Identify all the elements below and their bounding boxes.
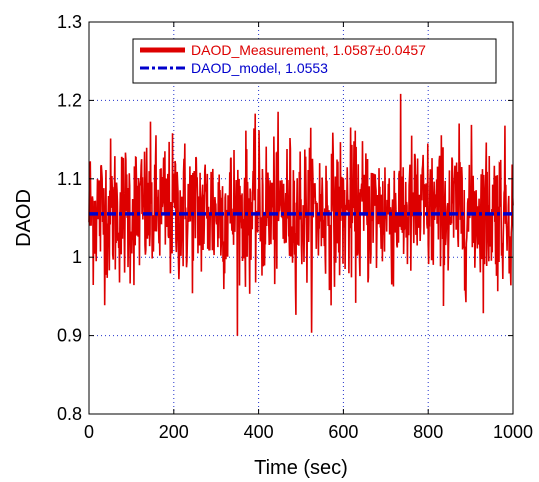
- x-tick-label: 600: [328, 422, 358, 442]
- legend: DAOD_Measurement, 1.0587±0.0457 DAOD_mod…: [132, 38, 497, 84]
- y-tick-label: 0.9: [57, 326, 82, 346]
- tick-marks: [88, 21, 514, 415]
- x-tick-label: 0: [84, 422, 94, 442]
- x-tick-label: 200: [159, 422, 189, 442]
- y-tick-label: 1.3: [57, 12, 82, 32]
- measurement-line: [88, 93, 514, 336]
- y-tick-label: 0.8: [57, 404, 82, 424]
- x-tick-label: 1000: [493, 422, 533, 442]
- y-tick-label: 1.2: [57, 90, 82, 110]
- x-axis-label: Time (sec): [254, 457, 348, 479]
- plot-frame: [88, 21, 514, 415]
- measurement-series: [88, 93, 514, 336]
- tick-labels: 0 200 400 600 800 1000 0.8 0.9 1 1.1 1.2 1.3: [57, 12, 533, 442]
- x-tick-label: 800: [413, 422, 443, 442]
- legend-label-model: DAOD_model, 1.0553: [191, 60, 328, 76]
- y-tick-label: 1.1: [57, 169, 82, 189]
- y-tick-label: 1: [72, 247, 82, 267]
- legend-box: [132, 38, 497, 84]
- legend-label-measurement: DAOD_Measurement, 1.0587±0.0457: [191, 42, 426, 58]
- x-tick-label: 400: [244, 422, 274, 442]
- y-axis-label: DAOD: [13, 189, 35, 247]
